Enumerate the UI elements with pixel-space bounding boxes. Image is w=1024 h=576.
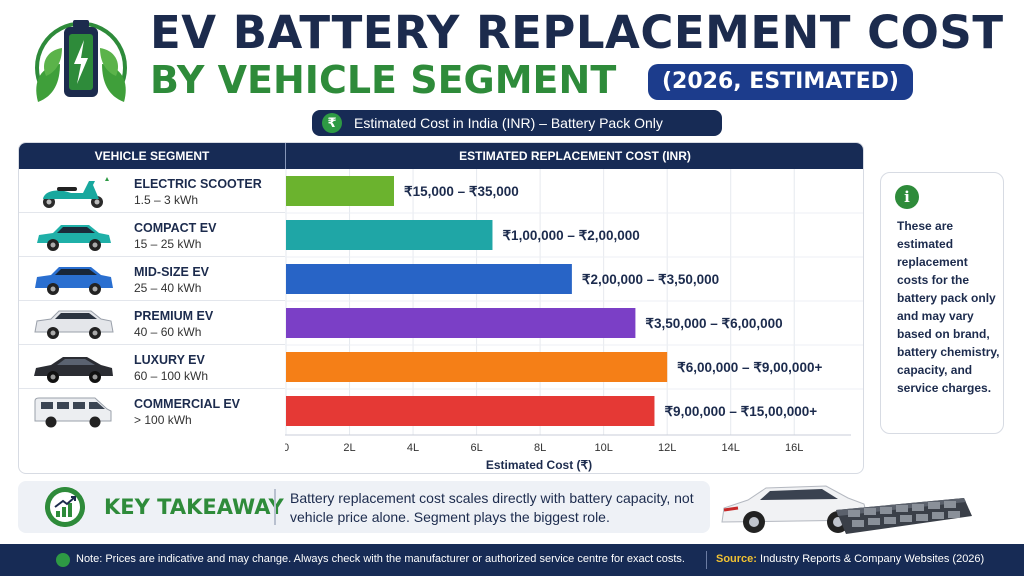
segment-name: PREMIUM EV	[134, 309, 214, 323]
segment-capacity: 1.5 – 3 kWh	[134, 193, 199, 207]
segment-capacity: 15 – 25 kWh	[134, 237, 202, 251]
x-tick-label: 12L	[658, 442, 676, 454]
sedan-icon	[34, 357, 113, 383]
subtitle-pill: ₹ Estimated Cost in India (INR) – Batter…	[312, 110, 722, 136]
premium-suv-icon	[34, 310, 114, 339]
rupee-icon: ₹	[322, 113, 342, 133]
title-line-1: EV BATTERY REPLACEMENT COST	[150, 6, 1004, 59]
segment-list: ELECTRIC SCOOTER 1.5 – 3 kWh COMPACT EV …	[19, 169, 285, 433]
bar	[286, 396, 655, 426]
footer-source: Source: Industry Reports & Company Websi…	[716, 553, 984, 565]
compact-car-icon	[37, 225, 111, 251]
growth-chart-icon	[45, 487, 85, 527]
cost-bar-chart: ₹15,000 – ₹35,000 ₹1,00,000 – ₹2,00,000 ₹2…	[285, 169, 863, 472]
bar	[286, 264, 572, 294]
header-divider	[285, 143, 286, 169]
footer-divider	[706, 551, 707, 569]
title-line-2: BY VEHICLE SEGMENT	[150, 58, 617, 102]
footer: Note: Prices are indicative and may chan…	[0, 544, 1024, 576]
scooter-icon	[43, 177, 109, 208]
segment-row: LUXURY EV 60 – 100 kWh	[19, 345, 285, 389]
segment-column-header: VEHICLE SEGMENT	[94, 149, 210, 163]
segment-capacity: 40 – 60 kWh	[134, 325, 202, 339]
note-tag-icon	[56, 553, 70, 567]
info-card: i These are estimated replacement costs …	[880, 172, 1004, 434]
bar	[286, 352, 668, 382]
segment-name: ELECTRIC SCOOTER	[134, 177, 262, 191]
segment-name: COMPACT EV	[134, 221, 217, 235]
takeaway-text: Battery replacement cost scales directly…	[290, 490, 694, 525]
bar-value-label: ₹2,00,000 – ₹3,50,000	[582, 272, 719, 287]
bar-value-label: ₹1,00,000 – ₹2,00,000	[502, 228, 639, 243]
car-and-battery-pack-illustration	[721, 485, 972, 534]
x-tick-label: 14L	[722, 442, 740, 454]
x-tick-label: 16L	[785, 442, 803, 454]
header: EV BATTERY REPLACEMENT COST BY VEHICLE S…	[0, 0, 1024, 140]
segment-row: PREMIUM EV 40 – 60 kWh	[19, 301, 285, 345]
segment-capacity: 25 – 40 kWh	[134, 281, 202, 295]
takeaway-divider	[274, 489, 276, 525]
info-icon: i	[895, 185, 919, 209]
info-text: These are estimated replacement costs fo…	[897, 219, 1000, 395]
segment-capacity: > 100 kWh	[134, 413, 192, 427]
segment-capacity: 60 – 100 kWh	[134, 369, 209, 383]
bar-value-label: ₹3,50,000 – ₹6,00,000	[645, 316, 782, 331]
suv-icon	[35, 267, 113, 295]
x-tick-label: 0	[285, 442, 289, 454]
bar	[286, 308, 636, 338]
x-axis-title: Estimated Cost (₹)	[486, 458, 592, 472]
year-badge: (2026, ESTIMATED)	[648, 64, 913, 100]
segment-name: COMMERCIAL EV	[134, 397, 241, 411]
x-tick-label: 4L	[407, 442, 419, 454]
source-label: Source:	[716, 553, 757, 565]
source-text: Industry Reports & Company Websites (202…	[760, 553, 985, 565]
segment-name: MID-SIZE EV	[134, 265, 210, 279]
segment-row: MID-SIZE EV 25 – 40 kWh	[19, 257, 285, 301]
segment-row: COMPACT EV 15 – 25 kWh	[19, 213, 285, 257]
segment-name: LUXURY EV	[134, 353, 205, 367]
chart-card: VEHICLE SEGMENT ESTIMATED REPLACEMENT CO…	[18, 142, 864, 474]
cost-column-header: ESTIMATED REPLACEMENT COST (INR)	[459, 149, 691, 163]
x-tick-label: 6L	[470, 442, 482, 454]
chart-header: VEHICLE SEGMENT ESTIMATED REPLACEMENT CO…	[19, 143, 863, 169]
footer-note: Note: Prices are indicative and may chan…	[76, 553, 685, 565]
takeaway-title: KEY TAKEAWAY	[104, 495, 284, 519]
key-takeaway-panel: KEY TAKEAWAY Battery replacement cost sc…	[18, 481, 710, 533]
bar-value-label: ₹6,00,000 – ₹9,00,000+	[677, 360, 822, 375]
van-icon	[34, 397, 112, 428]
x-tick-label: 2L	[343, 442, 355, 454]
x-tick-label: 8L	[534, 442, 546, 454]
bar	[286, 176, 394, 206]
bar-value-label: ₹9,00,000 – ₹15,00,000+	[664, 404, 817, 419]
bar	[286, 220, 493, 250]
battery-leaf-logo-icon	[35, 20, 127, 102]
x-tick-label: 10L	[594, 442, 612, 454]
subtitle-text: Estimated Cost in India (INR) – Battery …	[354, 115, 663, 131]
segment-row: ELECTRIC SCOOTER 1.5 – 3 kWh	[19, 169, 285, 213]
bar-value-label: ₹15,000 – ₹35,000	[404, 184, 519, 199]
segment-row: COMMERCIAL EV > 100 kWh	[19, 389, 285, 433]
